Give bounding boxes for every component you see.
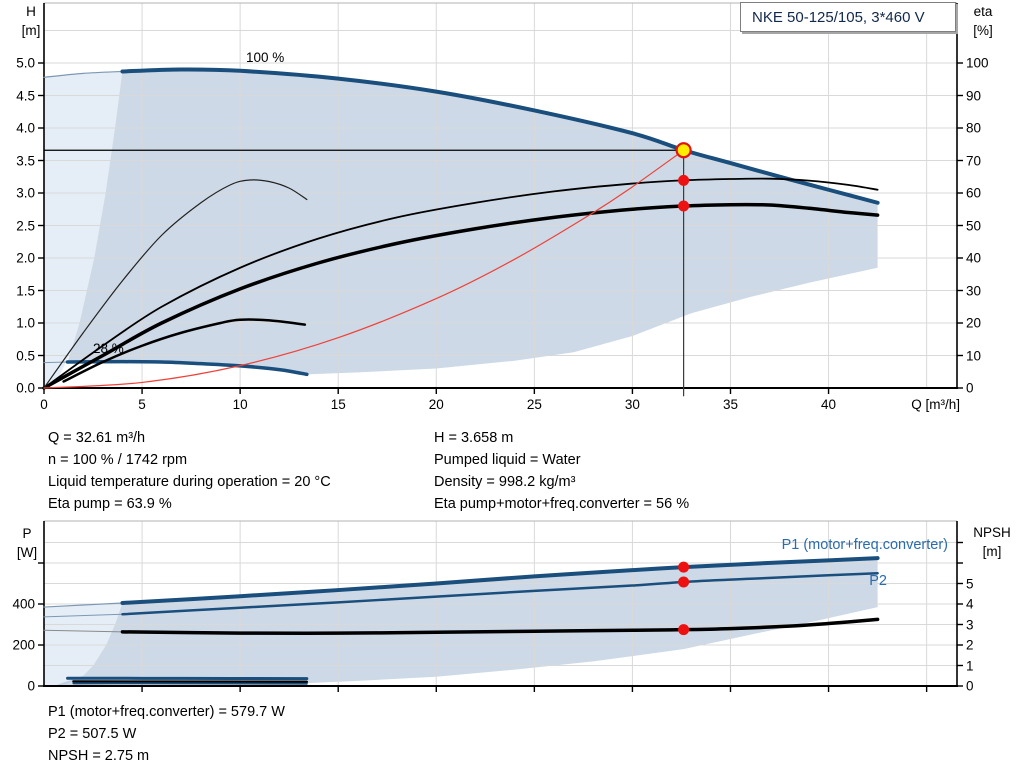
pump-title-box: NKE 50-125/105, 3*460 V: [740, 2, 956, 32]
power-info: P1 (motor+freq.converter) = 579.7 W P2 = …: [48, 701, 285, 767]
p1-curve: [120, 556, 880, 605]
eta-total-curve: [42, 202, 880, 390]
info-line: Eta pump = 63.9 %: [48, 496, 172, 512]
eta-pump-point: [678, 174, 690, 186]
power-envelope: [53, 558, 878, 686]
p1-point: [678, 561, 690, 573]
info-line: Liquid temperature during operation = 20…: [48, 474, 331, 490]
npsh-point: [678, 624, 690, 636]
power-npsh-chart: [38, 520, 963, 692]
qh-100pct-extension: [43, 70, 124, 78]
duty-info-left: Q = 32.61 m³/h n = 100 % / 1742 rpm Liquid…: [48, 427, 331, 515]
info-line: P1 (motor+freq.converter) = 579.7 W: [48, 704, 285, 720]
p2-extension: [43, 613, 123, 618]
npsh-extension: [43, 629, 123, 633]
info-line: P2 = 507.5 W: [48, 726, 137, 742]
operating-envelope: [67, 69, 878, 375]
eta-total-curve-28pct: [62, 318, 307, 383]
qh-chart: [38, 2, 963, 397]
info-line: H = 3.658 m: [434, 430, 514, 446]
duty-info-right: H = 3.658 m Pumped liquid = Water Density …: [434, 427, 689, 515]
qh-curve-28pct: [65, 359, 309, 377]
eta-total-point: [678, 200, 690, 212]
info-line: NPSH = 2.75 m: [48, 748, 150, 764]
eta-pump-curve-28pct: [43, 179, 308, 389]
system-curve: [43, 149, 685, 389]
qh-28pct-extension: [43, 361, 69, 364]
eta-pump-curve: [43, 177, 879, 389]
info-line: Pumped liquid = Water: [434, 452, 581, 468]
info-line: Eta pump+motor+freq.converter = 56 %: [434, 496, 690, 512]
p2-point: [678, 576, 690, 588]
pump-title: NKE 50-125/105, 3*460 V: [752, 8, 925, 26]
info-line: Density = 998.2 kg/m³: [434, 474, 576, 490]
info-line: Q = 32.61 m³/h: [48, 430, 146, 446]
npsh-curve: [120, 617, 880, 635]
duty-point: [675, 142, 692, 159]
p1-extension: [43, 602, 124, 608]
p2-curve: [121, 572, 879, 616]
info-line: n = 100 % / 1742 rpm: [48, 452, 188, 468]
